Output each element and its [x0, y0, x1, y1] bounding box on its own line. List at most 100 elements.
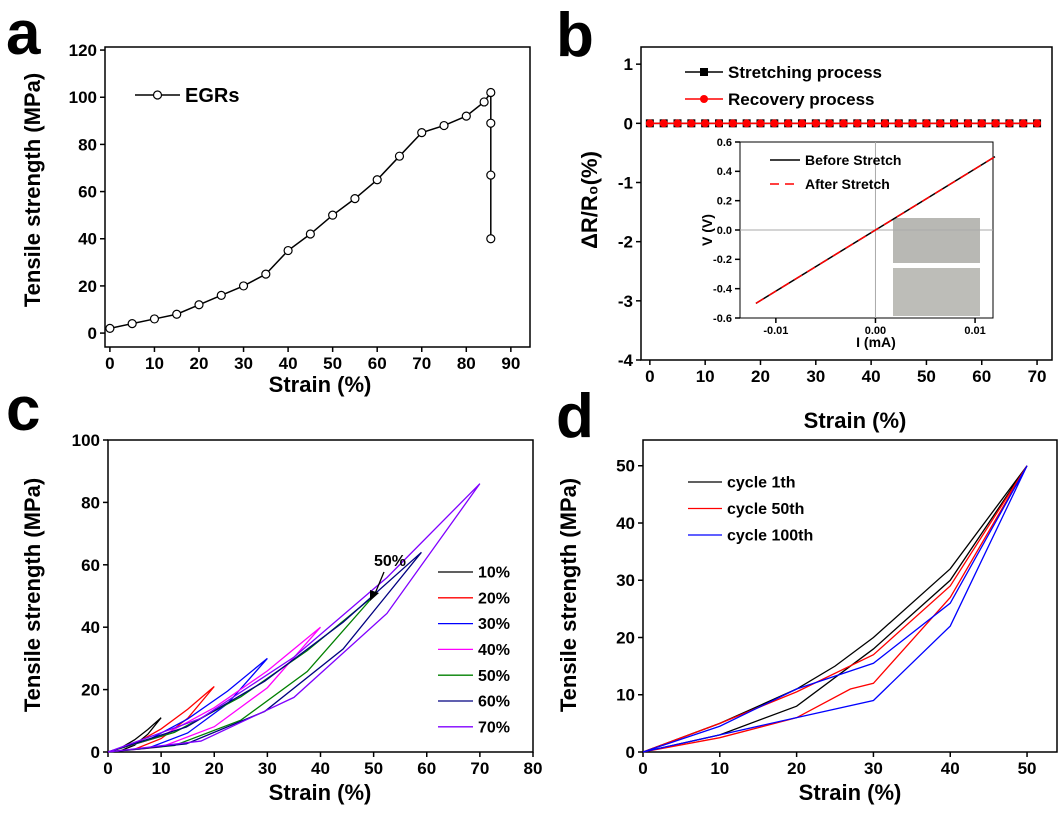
marker [486, 87, 496, 98]
marker [305, 229, 315, 239]
panel-label: d [556, 382, 594, 451]
x-axis-title: Strain (%) [799, 780, 902, 805]
series-line [109, 90, 492, 330]
x-tick-label: 0 [638, 759, 647, 778]
x-tick-label: 10 [710, 759, 729, 778]
y-tick-label: 80 [81, 493, 100, 512]
y-tick-label: -4 [618, 351, 634, 370]
panel-label: a [6, 0, 41, 68]
x-tick-label: 30 [806, 367, 825, 386]
marker [486, 170, 496, 180]
marker [328, 210, 338, 220]
legend-label: 70% [478, 719, 510, 736]
x-tick-label: 60 [417, 759, 436, 778]
marker [659, 119, 668, 128]
marker [700, 95, 708, 103]
y-tick-label: 0 [88, 324, 97, 343]
x-tick-label: 10 [152, 759, 171, 778]
marker [149, 314, 160, 324]
y-axis-title: Tensile strength (MPa) [20, 478, 45, 712]
x-tick-label: 40 [941, 759, 960, 778]
y-tick-label: -2 [618, 233, 633, 252]
x-tick-label: 0.01 [964, 325, 985, 337]
y-tick-label: 0 [91, 743, 100, 762]
x-tick-label: 30 [864, 759, 883, 778]
marker [194, 300, 204, 310]
y-tick-label: 20 [81, 681, 100, 700]
y-tick-label: 50 [616, 457, 635, 476]
legend-label: 50% [478, 668, 510, 685]
x-axis-title: Strain (%) [804, 408, 907, 433]
x-tick-label: 50 [364, 759, 383, 778]
legend-label: cycle 1th [727, 475, 795, 492]
annotation: 50% [374, 553, 406, 570]
y-tick-label: 80 [78, 135, 97, 154]
y-tick-label: 30 [616, 571, 635, 590]
y-tick-label: 100 [72, 431, 100, 450]
x-tick-label: 20 [787, 759, 806, 778]
y-tick-label: 100 [69, 88, 97, 107]
y-tick-label: 0.4 [717, 166, 733, 178]
marker [742, 119, 751, 128]
y-tick-label: 1 [624, 55, 633, 74]
y-tick-label: -1 [618, 173, 633, 192]
series-line [107, 551, 422, 753]
marker [728, 119, 737, 128]
marker [105, 323, 115, 333]
x-axis-title: I (mA) [856, 334, 896, 350]
marker [261, 269, 271, 279]
plot-frame [104, 46, 531, 348]
marker [417, 128, 427, 138]
y-tick-label: 120 [69, 41, 97, 60]
marker [127, 319, 137, 329]
marker [977, 119, 986, 128]
inset-photo [893, 268, 980, 316]
y-tick-label: -0.4 [713, 284, 733, 296]
y-tick-label: 40 [616, 514, 635, 533]
y-tick-label: 0 [624, 114, 633, 133]
legend-label: 20% [478, 590, 510, 607]
y-axis-title: V (V) [699, 214, 715, 246]
panel-label: b [556, 1, 594, 70]
x-tick-label: 20 [205, 759, 224, 778]
marker [172, 309, 182, 319]
y-tick-label: 20 [78, 277, 97, 296]
legend-label: 10% [478, 565, 510, 582]
x-axis-title: Strain (%) [269, 372, 372, 397]
x-tick-label: 20 [751, 367, 770, 386]
y-tick-label: -3 [618, 292, 633, 311]
marker [756, 119, 765, 128]
marker [673, 119, 682, 128]
panel-label: c [6, 375, 40, 444]
marker [238, 281, 249, 291]
x-tick-label: 40 [279, 354, 298, 373]
marker [350, 194, 360, 204]
y-tick-label: 40 [78, 230, 97, 249]
y-tick-label: 20 [616, 628, 635, 647]
x-tick-label: 0.00 [865, 325, 886, 337]
legend-label: Before Stretch [805, 152, 901, 168]
x-tick-label: 0 [645, 367, 654, 386]
marker [797, 119, 806, 128]
marker [461, 111, 471, 121]
x-tick-label: 80 [457, 354, 476, 373]
legend-label: cycle 50th [727, 501, 804, 518]
y-tick-label: -0.2 [713, 254, 732, 266]
marker [645, 119, 654, 128]
y-tick-label: 0.0 [717, 225, 732, 237]
marker [700, 68, 708, 76]
marker [908, 119, 917, 128]
x-tick-label: 10 [145, 354, 164, 373]
y-axis-title: ΔR/R₀(%) [577, 151, 602, 249]
marker [687, 119, 696, 128]
marker [216, 290, 226, 300]
x-tick-label: 70 [412, 354, 431, 373]
x-axis-title: Strain (%) [269, 780, 372, 805]
x-tick-label: 10 [696, 367, 715, 386]
series-line [107, 483, 481, 753]
x-tick-label: 30 [258, 759, 277, 778]
inset-photo [893, 218, 980, 263]
series-line [642, 465, 1028, 753]
marker [479, 97, 489, 107]
